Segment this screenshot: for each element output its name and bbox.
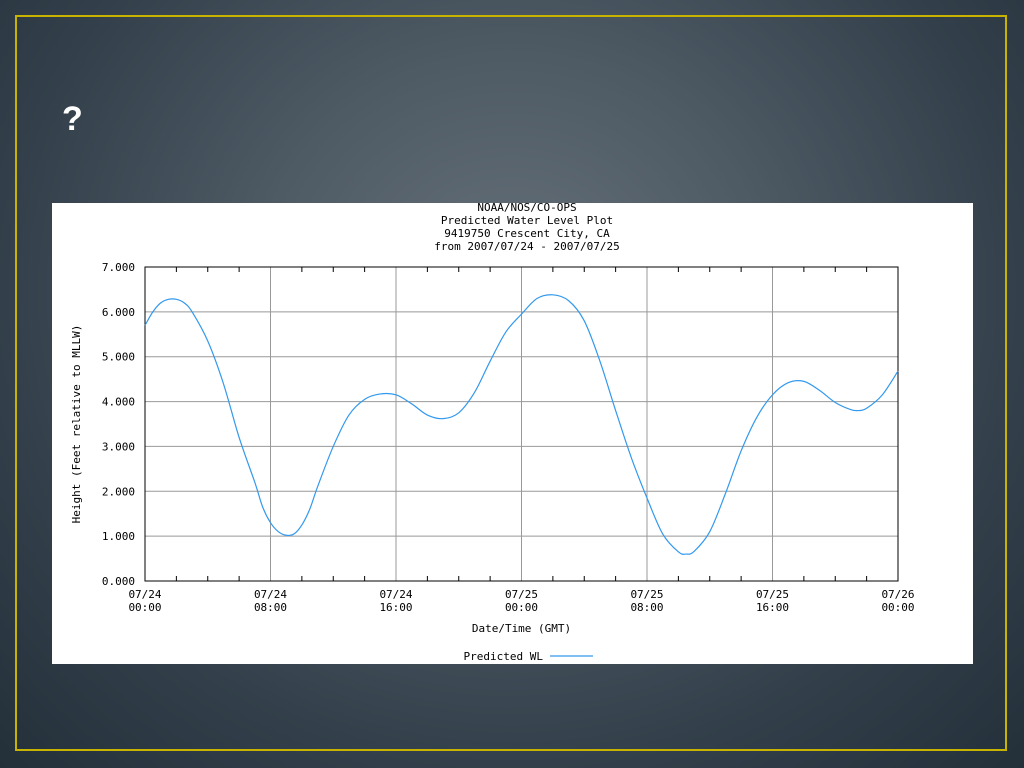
x-tick-date: 07/24 bbox=[379, 588, 412, 601]
series-line-predicted-wl bbox=[144, 294, 899, 555]
plot-border bbox=[144, 266, 899, 582]
y-tick-label: 0.000 bbox=[102, 575, 135, 588]
y-tick-label: 2.000 bbox=[102, 485, 135, 498]
chart-title-line: NOAA/NOS/CO-OPS bbox=[477, 203, 576, 214]
slide-title: ? bbox=[62, 100, 83, 138]
y-tick-label: 4.000 bbox=[102, 396, 135, 409]
chart-title-line: Predicted Water Level Plot bbox=[441, 214, 613, 227]
y-tick-label: 5.000 bbox=[102, 351, 135, 364]
x-tick-time: 00:00 bbox=[505, 601, 538, 614]
slide-frame bbox=[15, 15, 1007, 751]
x-tick-date: 07/24 bbox=[254, 588, 287, 601]
x-tick-date: 07/26 bbox=[881, 588, 914, 601]
y-tick-label: 7.000 bbox=[102, 261, 135, 274]
chart-panel: NOAA/NOS/CO-OPS Predicted Water Level Plo… bbox=[52, 203, 973, 664]
x-tick-time: 00:00 bbox=[881, 601, 914, 614]
y-axis-label: Height (Feet relative to MLLW) bbox=[70, 325, 83, 524]
chart-title-line: 9419750 Crescent City, CA bbox=[444, 227, 610, 240]
x-tick-date: 07/25 bbox=[756, 588, 789, 601]
x-tick-date: 07/25 bbox=[505, 588, 538, 601]
x-tick-date: 07/25 bbox=[630, 588, 663, 601]
x-tick-time: 08:00 bbox=[254, 601, 287, 614]
x-tick-time: 16:00 bbox=[379, 601, 412, 614]
x-axis-label: Date/Time (GMT) bbox=[472, 622, 571, 635]
x-tick-time: 00:00 bbox=[128, 601, 161, 614]
legend-label: Predicted WL bbox=[464, 650, 544, 663]
y-tick-label: 6.000 bbox=[102, 306, 135, 319]
x-tick-time: 16:00 bbox=[756, 601, 789, 614]
y-tick-label: 1.000 bbox=[102, 530, 135, 543]
chart-title-line: from 2007/07/24 - 2007/07/25 bbox=[434, 240, 619, 253]
x-tick-time: 08:00 bbox=[630, 601, 663, 614]
y-tick-label: 3.000 bbox=[102, 440, 135, 453]
x-tick-date: 07/24 bbox=[128, 588, 161, 601]
